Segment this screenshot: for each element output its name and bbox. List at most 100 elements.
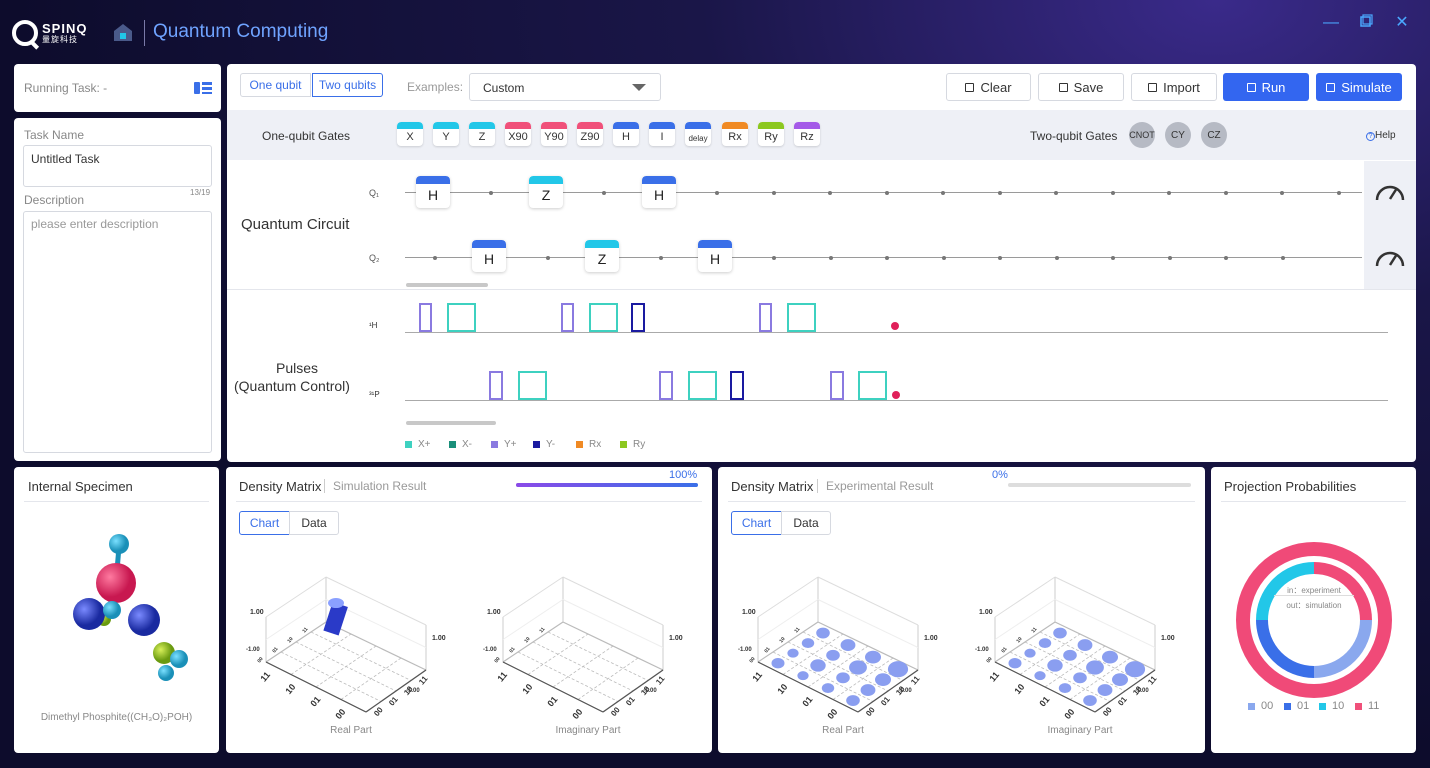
gate-x90[interactable]: X90 [505,122,531,146]
matrix-element-marker[interactable] [1053,627,1067,639]
pulse-x-plus[interactable] [589,303,618,332]
matrix-element-marker[interactable] [1024,648,1036,658]
run-button[interactable]: Run [1223,73,1309,101]
wire-slot-dot[interactable] [1054,191,1058,195]
pulse-y-plus[interactable] [561,303,574,332]
matrix-element-marker[interactable] [801,638,815,649]
projection-legend-item[interactable]: 01 [1284,700,1309,712]
wire-slot-dot[interactable] [1280,191,1284,195]
clear-button[interactable]: Clear [946,73,1031,101]
import-button[interactable]: Import [1131,73,1217,101]
circuit-gate-q2-h1[interactable]: H [472,240,506,272]
measure-icon[interactable] [1374,247,1406,269]
matrix-element-marker[interactable] [771,658,785,669]
matrix-element-marker[interactable] [875,673,891,687]
pulse-scrollbar[interactable] [406,421,496,425]
wire-slot-dot[interactable] [602,191,606,195]
gate-z[interactable]: Z [469,122,495,146]
matrix-element-marker[interactable] [1077,639,1093,652]
gate-i[interactable]: I [649,122,675,146]
gate-cz[interactable]: CZ [1201,122,1227,148]
tab-one-qubit[interactable]: One qubit [240,73,311,97]
wire-slot-dot[interactable] [659,256,663,260]
pulse-y-plus[interactable] [419,303,432,332]
gate-h[interactable]: H [613,122,639,146]
circuit-gate-q2-h2[interactable]: H [698,240,732,272]
gate-x[interactable]: X [397,122,423,146]
gate-cnot[interactable]: CNOT [1129,122,1155,148]
description-input[interactable]: please enter description [23,211,212,453]
dm-sim-tab-data[interactable]: Data [289,511,339,535]
tab-two-qubits[interactable]: Two qubits [312,73,383,97]
matrix-element-marker[interactable] [1097,684,1113,697]
matrix-element-marker[interactable] [887,661,909,678]
home-icon[interactable] [112,22,134,42]
wire-slot-dot[interactable] [1224,256,1228,260]
matrix-element-bar[interactable] [323,598,348,636]
wire-slot-dot[interactable] [489,191,493,195]
wire-slot-dot[interactable] [941,256,946,260]
matrix-element-marker[interactable] [797,671,809,681]
matrix-element-marker[interactable] [1038,638,1052,649]
matrix-element-marker[interactable] [816,627,830,639]
matrix-element-marker[interactable] [1112,673,1128,687]
matrix-element-marker[interactable] [826,649,840,661]
matrix-element-marker[interactable] [1058,683,1072,694]
gate-cy[interactable]: CY [1165,122,1191,148]
save-button[interactable]: Save [1038,73,1124,101]
pulse-x-plus[interactable] [787,303,816,332]
matrix-element-marker[interactable] [1086,660,1104,675]
gate-rz[interactable]: Rz [794,122,820,146]
circuit-gate-q2-z[interactable]: Z [585,240,619,272]
simulate-button[interactable]: Simulate [1316,73,1402,101]
pulse-y-minus[interactable] [631,303,645,332]
dm-exp-tab-data[interactable]: Data [781,511,831,535]
pulse-y-plus[interactable] [759,303,772,332]
matrix-element-marker[interactable] [846,695,860,706]
wire-slot-dot[interactable] [772,256,776,260]
matrix-element-marker[interactable] [1102,650,1118,664]
gate-rx[interactable]: Rx [722,122,748,146]
dm-exp-tab-chart[interactable]: Chart [731,511,782,535]
maximize-icon[interactable] [1357,14,1375,32]
matrix-element-marker[interactable] [1047,659,1063,672]
pulse-x-plus[interactable] [447,303,476,332]
task-list-icon[interactable] [194,81,212,95]
wire-slot-dot[interactable] [828,256,833,260]
wire-slot-dot[interactable] [771,191,776,195]
gate-y[interactable]: Y [433,122,459,146]
gate-z90[interactable]: Z90 [577,122,603,146]
wire-slot-dot[interactable] [997,191,1002,195]
gate-y90[interactable]: Y90 [541,122,567,146]
circuit-gate-q1-h1[interactable]: H [416,176,450,208]
projection-legend-item[interactable]: 10 [1319,700,1344,712]
pulse-y-plus[interactable] [830,371,844,400]
wire-slot-dot[interactable] [1054,256,1059,260]
help-link[interactable]: ? Help [1366,130,1396,141]
wire-slot-dot[interactable] [1280,256,1285,260]
matrix-element-marker[interactable] [1008,658,1022,669]
matrix-element-marker[interactable] [821,683,835,694]
gate-ry[interactable]: Ry [758,122,784,146]
matrix-element-marker[interactable] [836,672,850,684]
wire-slot-dot[interactable] [433,256,437,260]
wire-slot-dot[interactable] [1167,191,1171,195]
circuit-gate-q1-z[interactable]: Z [529,176,563,208]
matrix-element-marker[interactable] [787,648,799,658]
matrix-element-marker[interactable] [1034,671,1046,681]
wire-slot-dot[interactable] [1336,191,1341,195]
wire-slot-dot[interactable] [884,191,889,195]
circuit-gate-q1-h2[interactable]: H [642,176,676,208]
examples-select[interactable]: Custom [469,73,661,101]
gate-delay[interactable]: delay [685,122,711,146]
pulse-x-plus[interactable] [518,371,547,400]
measure-icon[interactable] [1374,181,1406,203]
wire-slot-dot[interactable] [1223,191,1228,195]
matrix-element-marker[interactable] [865,650,881,664]
matrix-element-marker[interactable] [840,639,856,652]
wire-slot-dot[interactable] [885,256,889,260]
minimize-icon[interactable]: — [1323,14,1339,31]
projection-legend-item[interactable]: 00 [1248,700,1273,712]
matrix-element-marker[interactable] [860,684,876,697]
pulse-y-plus[interactable] [489,371,503,400]
